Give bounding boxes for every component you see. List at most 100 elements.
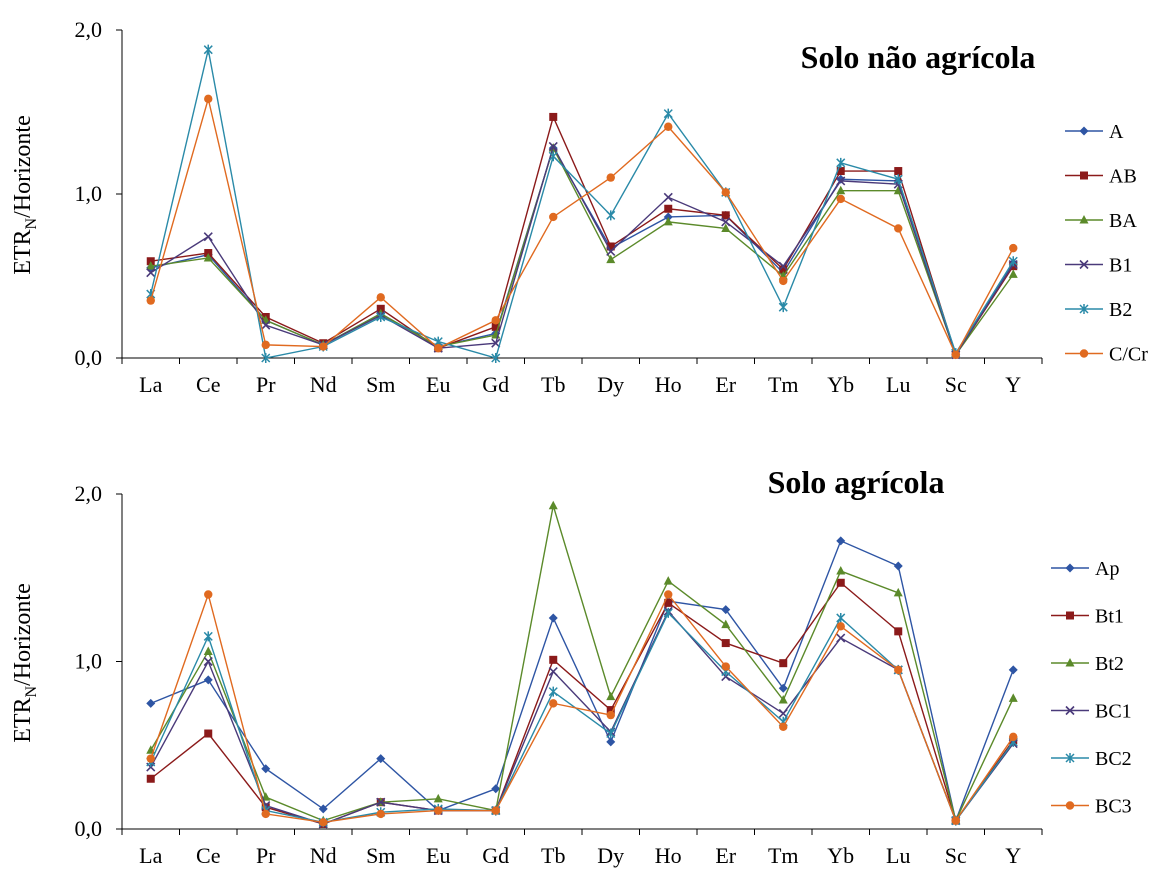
data-point (663, 576, 673, 585)
legend-swatch-marker (1079, 349, 1089, 358)
legend-item: Ap (1051, 558, 1119, 580)
data-point (261, 353, 271, 363)
data-point (836, 612, 846, 623)
y-tick-label: 2,0 (75, 481, 103, 506)
x-tick-label: Ho (655, 372, 682, 397)
data-point (491, 322, 500, 331)
data-point (549, 212, 558, 222)
data-point (836, 176, 846, 186)
data-point (376, 809, 385, 819)
series-ab (146, 112, 1018, 359)
data-point (606, 728, 616, 739)
series-ccr (146, 94, 1018, 359)
legend-label: Ap (1095, 558, 1119, 580)
data-point (376, 754, 386, 764)
data-point (664, 204, 673, 213)
data-point (606, 710, 615, 720)
data-point (893, 174, 903, 185)
legend-swatch-marker (1079, 126, 1089, 136)
data-point (1008, 693, 1018, 702)
data-point (433, 793, 443, 803)
x-tick-label: Lu (886, 372, 910, 397)
x-tick-label: Nd (310, 843, 337, 868)
x-tick-label: Nd (310, 372, 337, 397)
legend-swatch-marker (1065, 563, 1075, 573)
x-tick-label: Ce (196, 372, 220, 397)
data-point (894, 167, 903, 176)
chart-title: Solo agrícola (768, 464, 945, 500)
x-tick-label: Tb (541, 372, 565, 397)
data-point (778, 683, 788, 693)
data-point (836, 157, 846, 168)
data-point (1008, 665, 1018, 675)
data-point (894, 224, 903, 233)
data-point (721, 605, 731, 615)
series-bc2 (146, 607, 1018, 828)
data-point (549, 112, 558, 121)
series-line (150, 609, 1014, 825)
data-point (606, 254, 616, 264)
data-point (779, 276, 788, 286)
data-point (663, 216, 673, 226)
legend-swatch-marker (1066, 611, 1074, 620)
data-point (606, 173, 615, 182)
legend-item: BA (1065, 210, 1137, 232)
y-tick-label: 1,0 (75, 649, 103, 674)
series-line (150, 146, 1014, 357)
legend-item: C/Cr (1065, 344, 1148, 366)
y-tick-label: 0,0 (75, 816, 103, 841)
series-line (150, 144, 1014, 357)
legend-item: BC1 (1051, 701, 1132, 723)
legend-label: BA (1109, 210, 1137, 232)
data-point (491, 784, 501, 794)
x-tick-label: Gd (482, 843, 509, 868)
series-bc3 (146, 590, 1018, 827)
data-point (548, 686, 558, 697)
x-tick-label: Y (1005, 843, 1021, 868)
series-ap (146, 536, 1018, 826)
data-point (951, 816, 960, 825)
data-point (663, 192, 673, 202)
data-point (779, 265, 788, 274)
data-point (146, 754, 155, 763)
data-point (1009, 732, 1018, 742)
data-point (721, 223, 731, 232)
data-point (204, 590, 213, 599)
data-point (779, 659, 788, 668)
x-tick-label: Sm (366, 372, 395, 397)
y-tick-label: 1,0 (75, 181, 103, 206)
legend-label: Bt1 (1095, 606, 1124, 628)
data-point (261, 340, 270, 350)
series-line (150, 611, 1014, 824)
legend-swatch-marker (1079, 304, 1089, 314)
series-line (150, 114, 1014, 357)
legend-label: B2 (1109, 299, 1132, 321)
data-point (203, 232, 213, 242)
x-tick-label: Tm (768, 843, 799, 868)
data-point (319, 818, 328, 827)
legend-swatch-marker (1065, 705, 1075, 716)
legend-item: BC3 (1051, 796, 1132, 818)
data-point (204, 729, 213, 738)
data-point (893, 587, 903, 597)
series-bc1 (146, 606, 1018, 829)
chart-panel-non-agricultural: 0,0 1,0 2,0 La Ce Pr Nd Sm Eu Gd Tb Dy Ho Er Tm Yb Lu Sc Y… (10, 17, 1148, 397)
x-tick-label: Er (715, 372, 736, 397)
chart-title: Solo não agrícola (801, 39, 1036, 75)
series-bt1 (146, 578, 1018, 828)
data-point (836, 633, 846, 643)
data-point (549, 655, 558, 664)
legend-label: BC2 (1095, 748, 1132, 770)
data-point (548, 666, 558, 677)
data-point (664, 122, 673, 131)
data-point (894, 665, 903, 675)
data-point (434, 806, 443, 815)
data-point (203, 44, 213, 55)
data-point (836, 185, 846, 195)
data-point (606, 691, 616, 701)
x-tick-label: Pr (256, 372, 276, 397)
x-tick-label: Sm (366, 843, 395, 868)
legend-swatch-marker (1065, 753, 1075, 763)
data-point (836, 194, 845, 204)
data-point (146, 296, 155, 305)
